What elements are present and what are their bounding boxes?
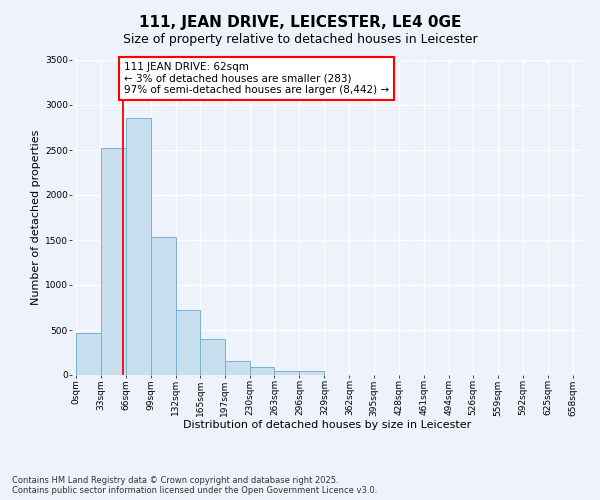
Bar <box>151 238 176 375</box>
Bar <box>101 148 125 375</box>
Bar <box>200 339 226 375</box>
Bar <box>299 370 325 375</box>
X-axis label: Distribution of detached houses by size in Leicester: Distribution of detached houses by size … <box>183 420 471 430</box>
Text: Size of property relative to detached houses in Leicester: Size of property relative to detached ho… <box>122 32 478 46</box>
Text: 111, JEAN DRIVE, LEICESTER, LE4 0GE: 111, JEAN DRIVE, LEICESTER, LE4 0GE <box>139 15 461 30</box>
Text: 111 JEAN DRIVE: 62sqm
← 3% of detached houses are smaller (283)
97% of semi-deta: 111 JEAN DRIVE: 62sqm ← 3% of detached h… <box>124 62 389 95</box>
Bar <box>125 118 151 375</box>
Bar <box>224 360 250 375</box>
Bar <box>274 370 299 375</box>
Text: Contains HM Land Registry data © Crown copyright and database right 2025.
Contai: Contains HM Land Registry data © Crown c… <box>12 476 377 495</box>
Y-axis label: Number of detached properties: Number of detached properties <box>31 130 41 305</box>
Bar <box>176 310 200 375</box>
Bar <box>250 367 274 375</box>
Bar <box>76 332 101 375</box>
